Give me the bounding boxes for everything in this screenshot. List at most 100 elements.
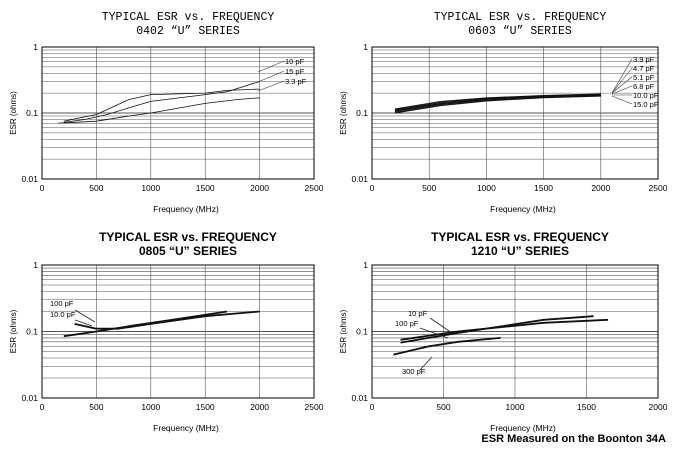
y-axis-label: ESR (ohms)	[339, 309, 348, 353]
x-tick-label: 2500	[649, 183, 668, 193]
series-label: 300 pF	[402, 367, 426, 376]
y-tick-label: 1	[33, 42, 38, 52]
y-axis-label: ESR (ohms)	[9, 91, 18, 135]
series-line-10-0-pf	[74, 310, 260, 330]
x-tick-label: 0	[370, 402, 375, 412]
chart-subtitle: 0402 “U” SERIES	[136, 25, 240, 38]
series-line-4-7-pf	[394, 93, 601, 111]
label-leader	[257, 70, 285, 83]
y-tick-label: 0.01	[351, 393, 368, 403]
x-tick-label: 1500	[196, 402, 215, 412]
label-leader	[257, 60, 285, 73]
plot-frame	[371, 264, 659, 399]
series-label: 3.3 pF	[285, 77, 307, 86]
series-line-10-0-pf	[394, 95, 601, 113]
label-leader	[419, 327, 449, 339]
x-tick-label: 0	[40, 183, 45, 193]
label-leader	[74, 309, 96, 323]
series-label: 100 pF	[395, 319, 419, 328]
y-tick-label: 0.01	[21, 393, 38, 403]
y-tick-label: 0.1	[356, 327, 368, 337]
series-line-300-pf	[393, 337, 501, 356]
y-tick-label: 1	[363, 260, 368, 270]
series-label: 10.0 pF	[50, 310, 76, 319]
y-tick-label: 0.01	[21, 174, 38, 184]
x-axis-label: Frequency (MHz)	[490, 423, 556, 433]
plot-frame	[41, 264, 315, 399]
x-tick-label: 1500	[196, 183, 215, 193]
x-tick-label: 1000	[477, 183, 496, 193]
chart-title: TYPICAL ESR vs. FREQUENCY	[102, 11, 275, 24]
x-tick-label: 2000	[591, 183, 610, 193]
series-line-100-pf	[63, 310, 228, 338]
label-leader	[611, 58, 633, 94]
label-leader	[419, 356, 433, 371]
x-tick-label: 2500	[305, 183, 324, 193]
series-line-100-pf	[400, 315, 594, 344]
x-tick-label: 1000	[506, 402, 525, 412]
series-line-15-0-pf	[394, 95, 601, 114]
label-leader	[611, 67, 633, 94]
x-tick-label: 500	[89, 183, 103, 193]
series-line-5-1-pf	[394, 94, 601, 111]
x-tick-label: 1500	[577, 402, 596, 412]
y-axis-label: ESR (ohms)	[9, 309, 18, 353]
label-leader	[429, 317, 453, 334]
series-label: 15.0 pF	[633, 100, 659, 109]
y-tick-label: 1	[33, 260, 38, 270]
series-label: 6.8 pF	[633, 82, 655, 91]
plot-frame	[41, 46, 315, 180]
x-tick-label: 500	[436, 402, 450, 412]
label-leader	[74, 319, 93, 327]
chart-title: TYPICAL ESR vs. FREQUENCY	[431, 230, 609, 244]
x-tick-label: 0	[40, 402, 45, 412]
label-leader	[611, 85, 633, 95]
series-label: 4.7 pF	[633, 64, 655, 73]
series-line-15-pf	[63, 88, 260, 122]
y-tick-label: 1	[363, 42, 368, 52]
series-label: 15 pF	[285, 67, 305, 76]
y-tick-label: 0.1	[26, 327, 38, 337]
series-label: 10 pF	[285, 57, 305, 66]
x-axis-label: Frequency (MHz)	[153, 423, 219, 433]
x-tick-label: 1000	[141, 402, 160, 412]
plot-frame	[371, 46, 659, 180]
x-tick-label: 500	[89, 402, 103, 412]
series-label: 100 pF	[50, 299, 74, 308]
series-line-3-3-pf	[58, 97, 260, 124]
x-axis-label: Frequency (MHz)	[490, 204, 556, 214]
x-axis-label: Frequency (MHz)	[153, 204, 219, 214]
x-tick-label: 1000	[141, 183, 160, 193]
series-label: 3.9 pF	[633, 55, 655, 64]
y-tick-label: 0.1	[26, 108, 38, 118]
footer-note: ESR Measured on the Boonton 34A	[481, 433, 666, 445]
x-tick-label: 2000	[649, 402, 668, 412]
chart-subtitle: 0805 “U” SERIES	[139, 244, 237, 258]
x-tick-label: 2000	[250, 183, 269, 193]
y-tick-label: 0.1	[356, 108, 368, 118]
x-tick-label: 500	[422, 183, 436, 193]
label-leader	[611, 95, 633, 105]
x-tick-label: 1500	[534, 183, 553, 193]
label-leader	[611, 76, 633, 94]
y-axis-label: ESR (ohms)	[339, 91, 348, 135]
series-label: 10 pF	[408, 309, 428, 318]
chart-subtitle: 1210 “U” SERIES	[471, 244, 569, 258]
chart-title: TYPICAL ESR vs. FREQUENCY	[434, 11, 607, 24]
series-label: 10.0 pF	[633, 91, 659, 100]
y-tick-label: 0.01	[351, 174, 368, 184]
chart-title: TYPICAL ESR vs. FREQUENCY	[99, 230, 277, 244]
x-tick-label: 0	[370, 183, 375, 193]
x-tick-label: 2500	[305, 402, 324, 412]
series-line-10-pf	[63, 81, 260, 123]
label-leader	[257, 80, 285, 92]
series-line-6-8-pf	[394, 94, 601, 112]
chart-subtitle: 0603 “U” SERIES	[468, 25, 572, 38]
x-tick-label: 2000	[250, 402, 269, 412]
series-label: 5.1 pF	[633, 73, 655, 82]
